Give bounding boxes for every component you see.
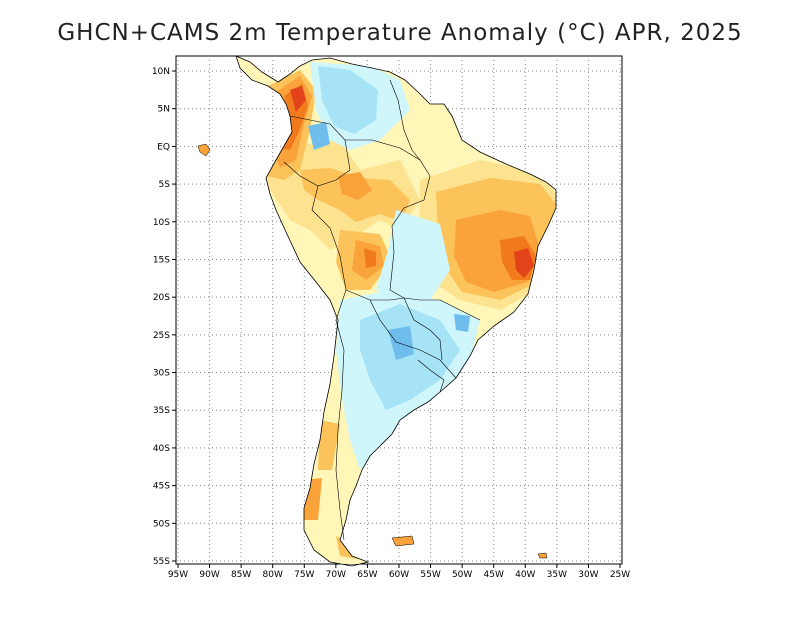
- anomaly-patch: [338, 172, 372, 200]
- map-title: GHCN+CAMS 2m Temperature Anomaly (°C) AP…: [57, 20, 743, 46]
- falkland-islands: [391, 535, 415, 547]
- longitude-axis: 95W 90W 85W 80W 75W 70W 65W 60W 55W 50W 45W 40W 35W 3…: [168, 564, 630, 580]
- lon-label: 95W: [168, 570, 188, 580]
- anomaly-patch: [290, 86, 306, 112]
- lat-label: 50S: [153, 519, 170, 529]
- anomaly-patch: [514, 248, 534, 278]
- coastline: [235, 55, 557, 567]
- anomaly-patch: [318, 420, 340, 470]
- lon-label: 40W: [515, 570, 535, 580]
- lat-label: 35S: [153, 406, 170, 416]
- anomaly-patch: [376, 210, 450, 300]
- lat-label: 10S: [153, 218, 170, 228]
- lat-label: 30S: [153, 369, 170, 379]
- lat-label: EQ: [157, 142, 170, 152]
- anomaly-patch: [360, 304, 460, 410]
- lat-label: 5S: [159, 180, 171, 190]
- anomaly-patch: [364, 248, 376, 268]
- lon-label: 70W: [326, 570, 346, 580]
- lat-label: 5N: [158, 105, 170, 115]
- lat-label: 15S: [153, 255, 170, 265]
- lon-label: 25W: [610, 570, 630, 580]
- lat-label: 20S: [153, 293, 170, 303]
- lon-label: 30W: [578, 570, 598, 580]
- lat-label: 45S: [153, 482, 170, 492]
- lon-label: 60W: [389, 570, 409, 580]
- anomaly-patch: [308, 122, 330, 150]
- lon-label: 35W: [547, 570, 567, 580]
- anomaly-patch: [388, 326, 414, 360]
- anomaly-patch: [454, 314, 470, 332]
- country-borders: [283, 79, 481, 541]
- lat-label: 10N: [152, 67, 170, 77]
- latitude-axis: 10N 5N EQ 5S 10S 15S 20S 25S 30S 35S 40S 45S 50S 55S: [152, 67, 176, 567]
- anomaly-patch: [318, 66, 378, 134]
- lon-label: 45W: [484, 570, 504, 580]
- lon-label: 55W: [420, 570, 440, 580]
- lon-label: 50W: [452, 570, 472, 580]
- lon-label: 75W: [294, 570, 314, 580]
- lat-label: 55S: [153, 557, 170, 567]
- south-georgia-island: [537, 552, 548, 559]
- islands: [197, 143, 548, 559]
- lon-label: 90W: [199, 570, 219, 580]
- lat-label: 25S: [153, 331, 170, 341]
- lon-label: 80W: [263, 570, 283, 580]
- lon-label: 85W: [231, 570, 251, 580]
- galapagos-islands: [197, 143, 211, 157]
- lat-label: 40S: [153, 444, 170, 454]
- lon-label: 65W: [357, 570, 377, 580]
